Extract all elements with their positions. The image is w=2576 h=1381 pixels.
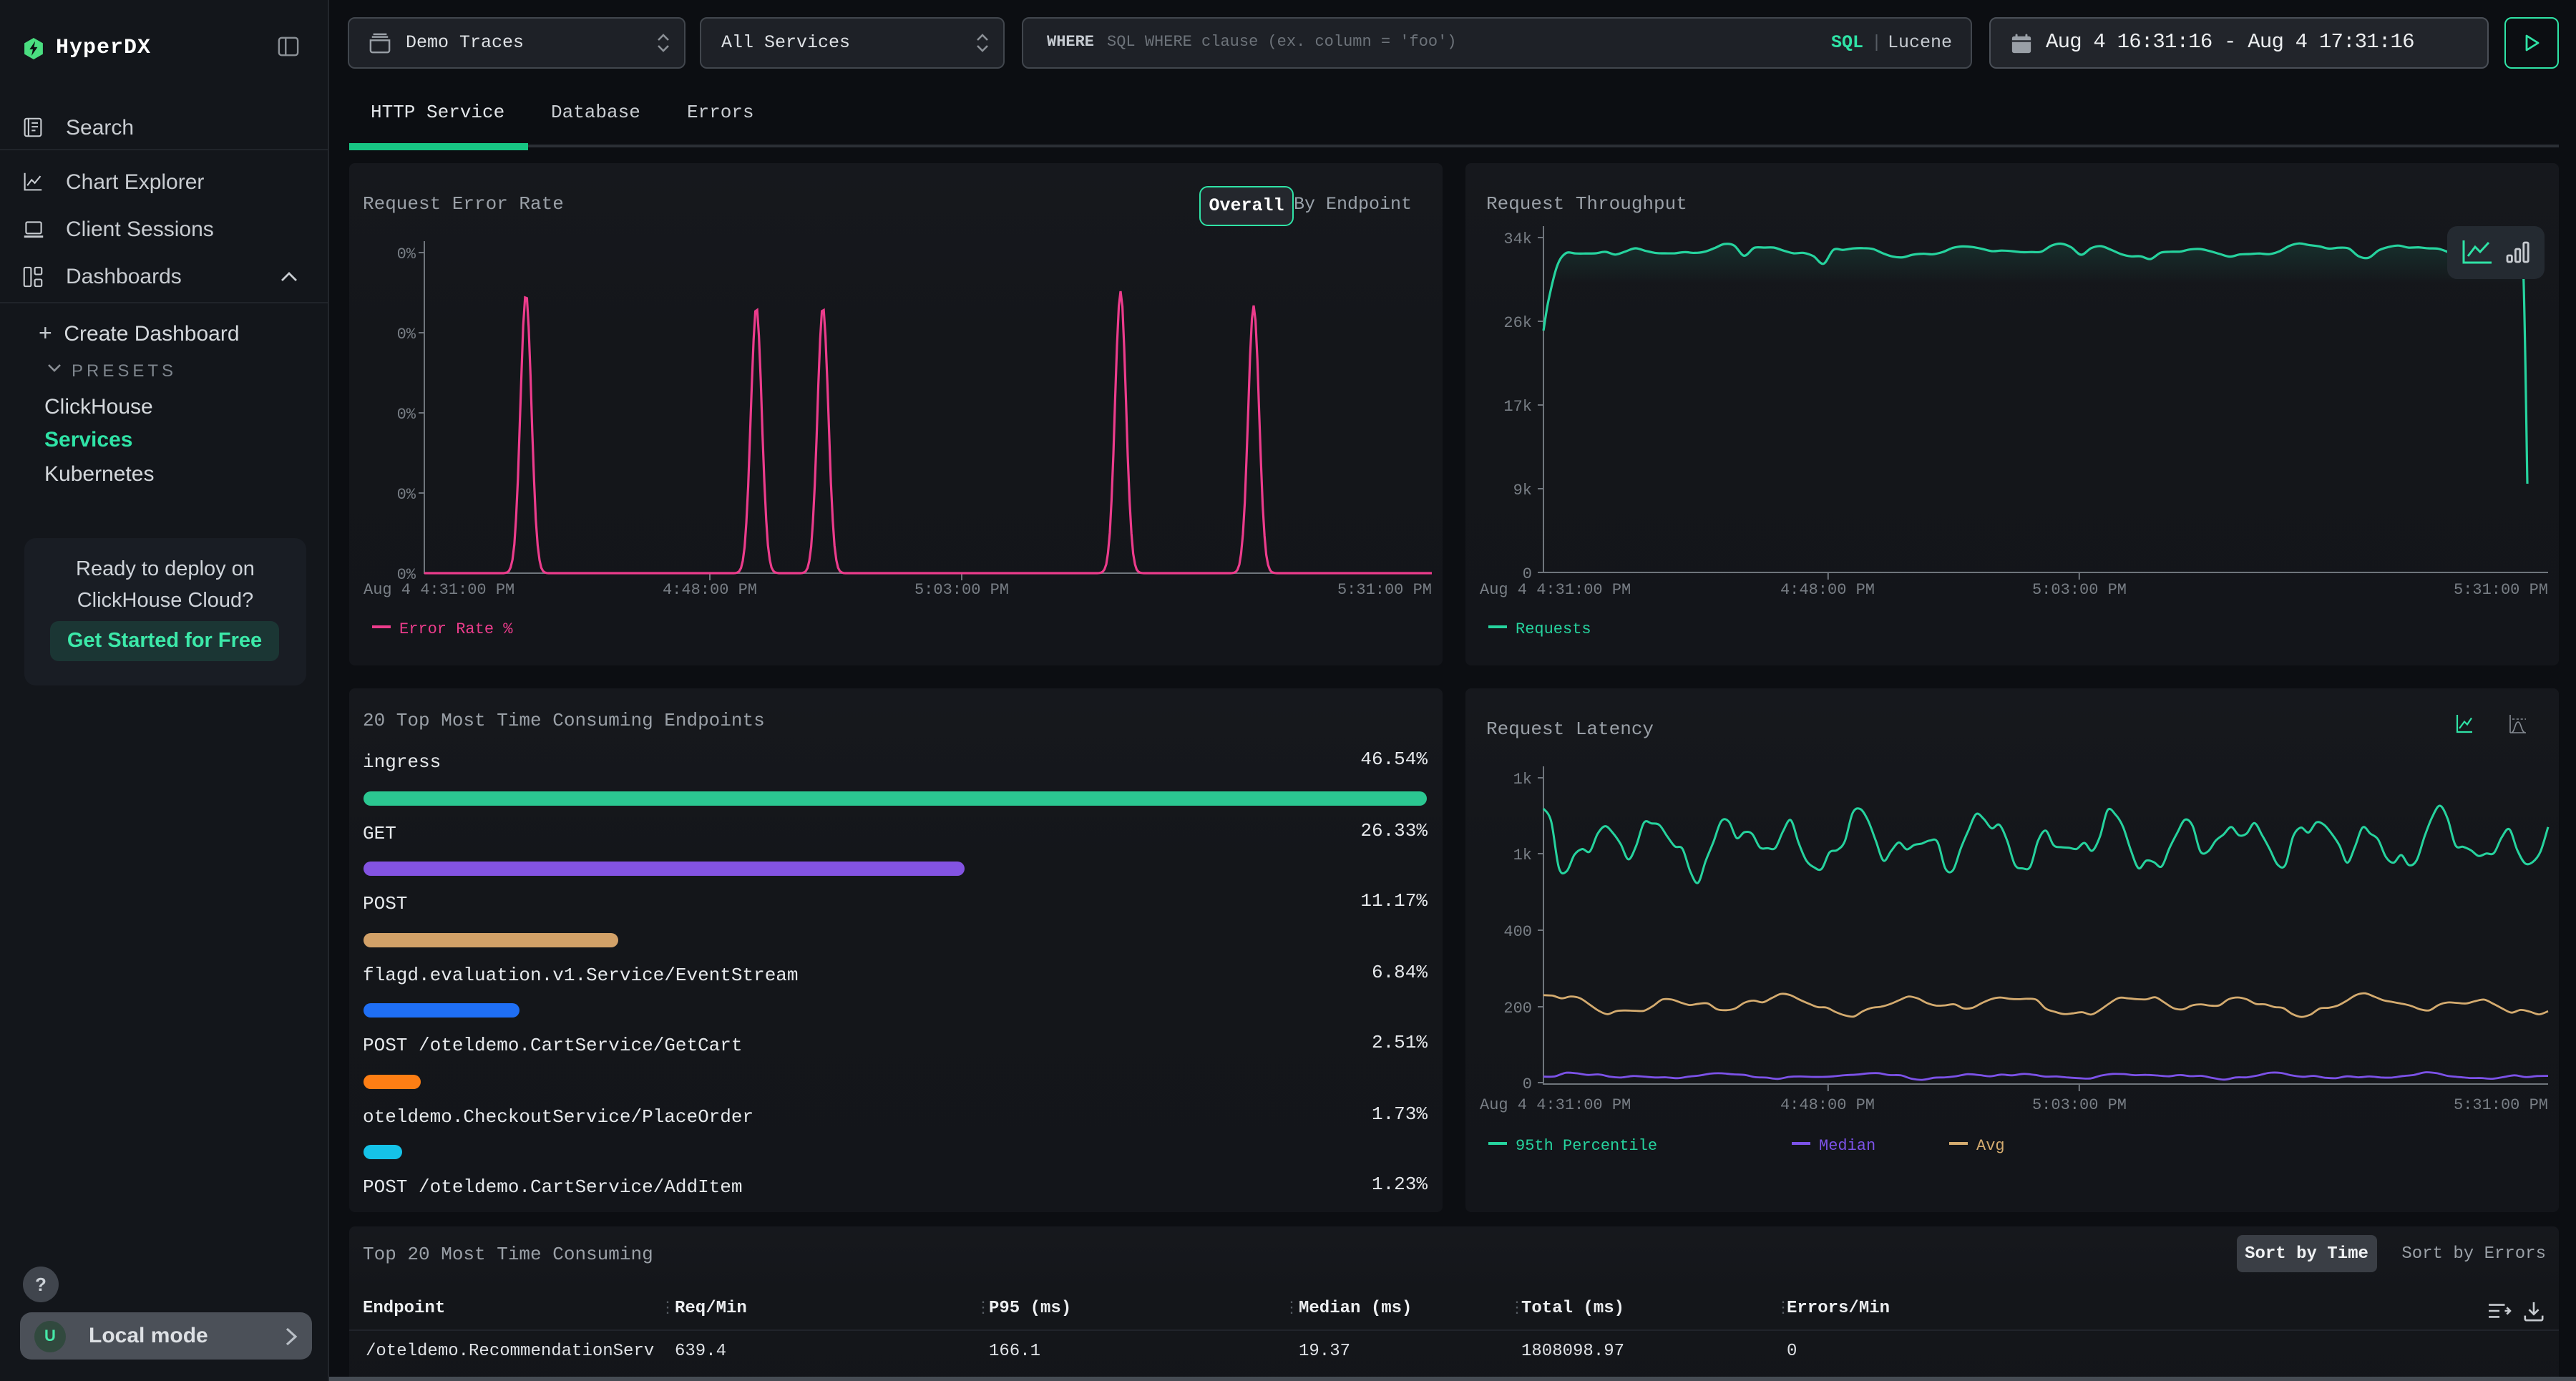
- svg-text:4:48:00 PM: 4:48:00 PM: [662, 580, 756, 598]
- svg-text:5:03:00 PM: 5:03:00 PM: [914, 580, 1008, 598]
- svg-text:9k: 9k: [1513, 481, 1531, 499]
- svg-text:Requests: Requests: [1515, 620, 1591, 638]
- svg-text:Error Rate %: Error Rate %: [399, 620, 512, 638]
- svg-text:34k: 34k: [1503, 230, 1531, 248]
- svg-text:5:03:00 PM: 5:03:00 PM: [2031, 580, 2126, 598]
- svg-text:0%: 0%: [396, 485, 416, 503]
- svg-text:5:31:00 PM: 5:31:00 PM: [1337, 580, 1431, 598]
- svg-text:17k: 17k: [1503, 397, 1531, 415]
- svg-text:Aug 4 4:31:00 PM: Aug 4 4:31:00 PM: [1479, 580, 1630, 598]
- svg-text:5:31:00 PM: 5:31:00 PM: [2453, 580, 2547, 598]
- svg-text:0%: 0%: [396, 405, 416, 423]
- svg-text:5:31:00 PM: 5:31:00 PM: [2453, 1096, 2547, 1114]
- svg-text:4:48:00 PM: 4:48:00 PM: [1780, 580, 1874, 598]
- svg-text:5:03:00 PM: 5:03:00 PM: [2031, 1096, 2126, 1114]
- svg-text:Median: Median: [1818, 1137, 1875, 1155]
- svg-text:0%: 0%: [396, 245, 416, 263]
- svg-text:0%: 0%: [396, 565, 416, 583]
- svg-text:0: 0: [1522, 565, 1531, 582]
- svg-text:200: 200: [1503, 1000, 1531, 1018]
- svg-text:400: 400: [1503, 923, 1531, 941]
- svg-text:26k: 26k: [1503, 313, 1531, 331]
- svg-text:1k: 1k: [1513, 846, 1531, 864]
- svg-text:4:48:00 PM: 4:48:00 PM: [1780, 1096, 1874, 1114]
- svg-text:0: 0: [1522, 1075, 1531, 1093]
- svg-text:Aug 4 4:31:00 PM: Aug 4 4:31:00 PM: [1479, 1096, 1630, 1114]
- svg-text:95th Percentile: 95th Percentile: [1515, 1137, 1657, 1155]
- svg-text:Aug 4 4:31:00 PM: Aug 4 4:31:00 PM: [363, 580, 514, 598]
- svg-text:1k: 1k: [1513, 771, 1531, 789]
- svg-text:Avg: Avg: [1976, 1137, 2004, 1155]
- svg-text:0%: 0%: [396, 325, 416, 343]
